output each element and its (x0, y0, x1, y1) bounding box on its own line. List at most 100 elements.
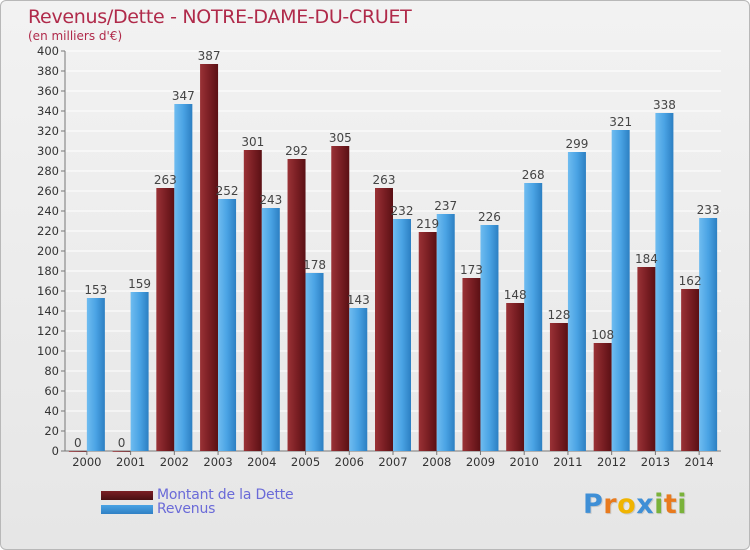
x-tick-label: 2006 (335, 455, 364, 469)
x-tick-label: 2010 (510, 455, 539, 469)
x-tick-label: 2011 (553, 455, 582, 469)
bar-dette (593, 343, 612, 451)
y-tick-label: 260 (37, 184, 59, 198)
bar-dette (681, 289, 700, 451)
data-label-revenus: 226 (478, 210, 501, 224)
data-label-dette: 219 (416, 217, 439, 231)
bar-dette (506, 303, 525, 451)
x-tick-label: 2014 (684, 455, 713, 469)
logo-letter: r (603, 489, 618, 520)
data-label-revenus: 252 (216, 184, 239, 198)
bar-revenus (611, 130, 630, 451)
data-label-revenus: 299 (565, 137, 588, 151)
y-tick-label: 40 (44, 404, 59, 418)
data-label-dette: 128 (547, 308, 570, 322)
data-label-dette: 0 (74, 436, 82, 450)
legend-label-revenus: Revenus (157, 501, 216, 517)
y-tick-label: 80 (44, 364, 59, 378)
x-tick-label: 2005 (291, 455, 320, 469)
data-label-revenus: 233 (697, 203, 720, 217)
bar-revenus (130, 292, 149, 451)
data-label-dette: 263 (154, 173, 177, 187)
bar-dette (68, 451, 87, 452)
x-tick-label: 2007 (378, 455, 407, 469)
data-label-revenus: 159 (128, 277, 151, 291)
data-label-revenus: 243 (259, 193, 282, 207)
x-tick-label: 2004 (247, 455, 276, 469)
x-tick-label: 2008 (422, 455, 451, 469)
bar-dette (331, 146, 350, 451)
logo-letter: x (636, 489, 655, 520)
bar-revenus (305, 273, 324, 451)
x-tick-label: 2000 (72, 455, 101, 469)
bar-revenus (699, 218, 718, 451)
data-label-dette: 263 (373, 173, 396, 187)
bar-revenus (393, 219, 411, 451)
bar-dette (462, 278, 481, 451)
data-label-revenus: 347 (172, 89, 195, 103)
bar-dette (243, 150, 262, 451)
data-label-revenus: 268 (522, 168, 545, 182)
data-label-dette: 173 (460, 263, 483, 277)
bar-dette (637, 267, 656, 451)
data-label-revenus: 143 (347, 293, 370, 307)
y-tick-label: 220 (37, 224, 59, 238)
legend-label-dette: Montant de la Dette (157, 487, 294, 503)
bar-dette (156, 188, 175, 451)
data-label-dette: 301 (241, 135, 264, 149)
bar-revenus (86, 298, 105, 451)
legend-swatch-revenus (101, 505, 153, 514)
data-label-dette: 0 (118, 436, 126, 450)
y-tick-label: 140 (37, 304, 59, 318)
bar-revenus (436, 214, 455, 451)
x-tick-label: 2012 (597, 455, 626, 469)
y-tick-label: 180 (37, 264, 59, 278)
y-tick-label: 0 (52, 444, 59, 458)
x-tick-label: 2013 (641, 455, 670, 469)
y-tick-label: 360 (37, 84, 59, 98)
y-tick-label: 240 (37, 204, 59, 218)
bar-revenus (567, 152, 586, 451)
bar-dette (112, 451, 131, 452)
data-label-dette: 148 (504, 288, 527, 302)
y-tick-label: 340 (37, 104, 59, 118)
bar-revenus (349, 308, 368, 451)
chart-subtitle: (en milliers d'€) (28, 29, 123, 43)
bar-dette (375, 188, 393, 451)
logo-letter: o (617, 489, 637, 520)
y-tick-label: 120 (37, 324, 59, 338)
data-label-revenus: 321 (609, 115, 632, 129)
bar-dette (287, 159, 306, 451)
x-tick-label: 2009 (466, 455, 495, 469)
bar-dette (549, 323, 568, 451)
y-tick-label: 60 (44, 384, 59, 398)
bar-dette (200, 64, 219, 451)
data-label-dette: 108 (591, 328, 614, 342)
logo-letter: i (654, 489, 664, 520)
data-label-dette: 292 (285, 144, 308, 158)
bar-revenus (218, 199, 237, 451)
data-label-dette: 305 (329, 131, 352, 145)
legend-swatch-dette (101, 491, 153, 500)
logo-letter: t (663, 489, 678, 520)
bar-revenus (524, 183, 543, 451)
data-label-dette: 184 (635, 252, 658, 266)
bar-revenus (174, 104, 193, 451)
y-tick-label: 20 (44, 424, 59, 438)
y-tick-label: 280 (37, 164, 59, 178)
x-tick-label: 2002 (160, 455, 189, 469)
x-tick-label: 2003 (203, 455, 232, 469)
bar-dette (418, 232, 437, 451)
y-tick-label: 380 (37, 64, 59, 78)
logo-letter: P (583, 489, 604, 520)
data-label-revenus: 178 (303, 258, 326, 272)
data-label-dette: 387 (198, 49, 221, 63)
data-label-revenus: 237 (434, 199, 457, 213)
y-tick-label: 100 (37, 344, 59, 358)
y-tick-label: 160 (37, 284, 59, 298)
y-tick-label: 320 (37, 124, 59, 138)
y-tick-label: 300 (37, 144, 59, 158)
y-tick-label: 400 (37, 44, 59, 58)
